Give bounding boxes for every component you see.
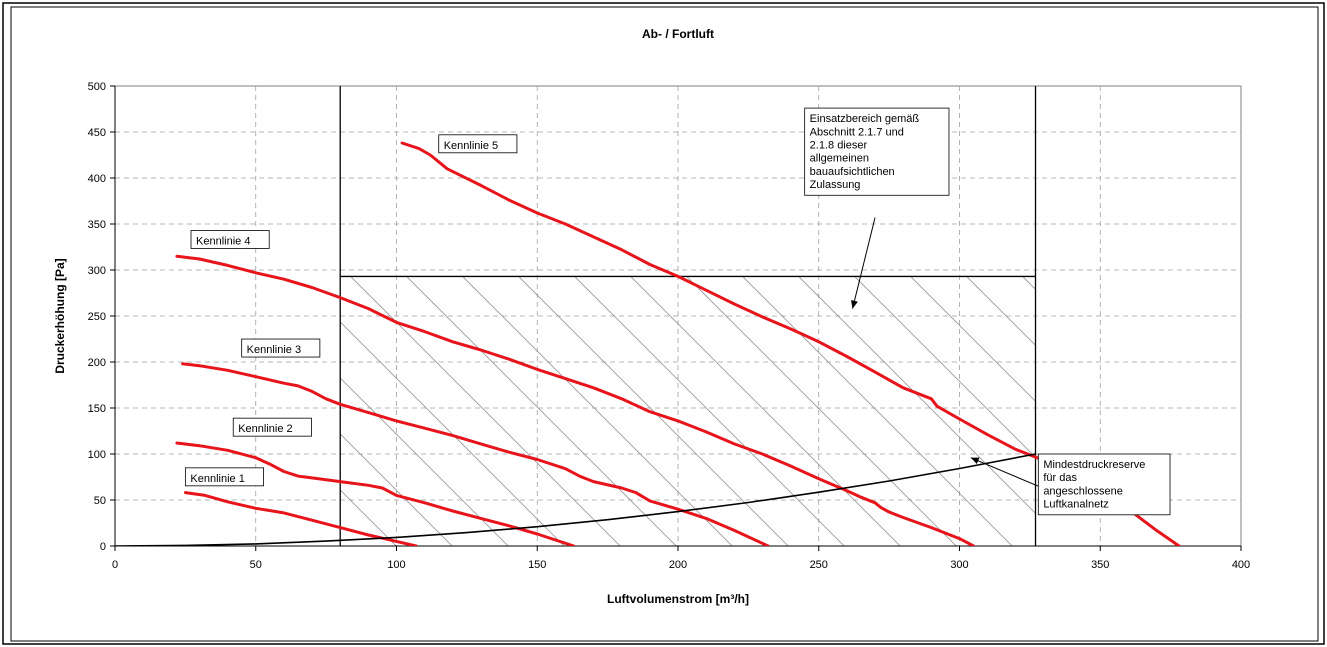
ticks-layer: 0 50 100 150 200 250 300 350 400 0 50 100 150 200 250 3… [88, 81, 1251, 571]
annotation-text-line: 2.1.8 dieser [810, 139, 868, 151]
annotation-arrow-line [852, 217, 876, 309]
x-tick-label: 50 [250, 559, 262, 571]
hatch-line [686, 276, 957, 546]
annotation-box [804, 107, 950, 196]
series-label: Kennlinie 2 [238, 423, 292, 435]
series-line-kennlinie-2 [175, 441, 576, 546]
x-tick-label: 0 [112, 559, 118, 571]
x-tick-label: 350 [1091, 559, 1109, 571]
series-line-mindestdruckreserve [115, 453, 1037, 546]
series-label-box [232, 417, 312, 437]
series-label-box [241, 338, 321, 358]
grid-layer [115, 86, 1241, 546]
hatch-line [854, 276, 1036, 458]
x-tick-label: 100 [387, 559, 405, 571]
x-tick-label: 300 [950, 559, 968, 571]
annotation-text-line: Luftkanalnetz [1043, 499, 1108, 511]
hatch-line [742, 276, 1013, 546]
annotation-text-line: Einsatzbereich gemäß [810, 113, 920, 125]
y-tick-label: 450 [88, 127, 106, 139]
y-tick-label: 300 [88, 265, 106, 277]
y-tick-label: 250 [88, 311, 106, 323]
series-line-kennlinie-3 [181, 362, 770, 546]
annotation-text-line: Zulassung [810, 179, 861, 191]
annotation-text-line: für das [1043, 472, 1077, 484]
series-label-box [184, 467, 264, 487]
series-label: Kennlinie 3 [247, 344, 301, 356]
hatch-line [340, 321, 565, 546]
y-tick-label: 150 [88, 403, 106, 415]
annotation-text-line: allgemeinen [810, 153, 869, 165]
annotation-arrow-line [970, 457, 1039, 487]
hatch-line [518, 276, 789, 546]
hatch-line [462, 276, 733, 546]
hatch-line [966, 276, 1036, 346]
series-label: Kennlinie 5 [444, 140, 498, 152]
x-tick-label: 400 [1232, 559, 1250, 571]
annotation-text-line: Abschnitt 2.1.7 und [810, 126, 904, 138]
series-label-box [438, 134, 518, 154]
y-tick-label: 200 [88, 357, 106, 369]
annotation-box [1037, 453, 1171, 516]
x-axis-title: Luftvolumenstrom [m³/h] [607, 592, 749, 606]
annotation-arrowhead [970, 457, 980, 465]
annotation-text: Einsatzbereich gemäß Abschnitt 2.1.7 und 2… [810, 113, 920, 191]
x-tick-label: 150 [528, 559, 546, 571]
annotation-arrowhead [851, 300, 858, 309]
hatch-line [798, 276, 1036, 514]
hatch-line [574, 276, 845, 546]
y-axis-title: Druckerhöhung [Pa] [53, 258, 67, 373]
hatch-line [340, 377, 509, 546]
hatch-line [910, 276, 1036, 402]
x-tick-label: 200 [669, 559, 687, 571]
y-tick-label: 50 [94, 495, 106, 507]
x-tick-label: 250 [810, 559, 828, 571]
annotation-text: Mindestdruckreserve für das angeschlossene… [1043, 459, 1145, 511]
annotation-text-line: Mindestdruckreserve [1043, 459, 1145, 471]
y-tick-label: 350 [88, 219, 106, 231]
annotation-text-line: angeschlossene [1043, 485, 1123, 497]
series-line-kennlinie-4 [175, 254, 976, 546]
annotation-text-line: bauaufsichtlichen [810, 166, 895, 178]
y-tick-label: 400 [88, 173, 106, 185]
series-labels: Kennlinie 1 Kennlinie 2 Kennlinie 3 Kennlin… [184, 134, 518, 487]
hatch-line [340, 433, 453, 546]
series-label: Kennlinie 4 [196, 235, 250, 247]
annotations: Einsatzbereich gemäß Abschnitt 2.1.7 und 2… [804, 107, 1171, 516]
series-label: Kennlinie 1 [190, 473, 244, 485]
hatch-line [630, 276, 901, 546]
hatch-line [406, 276, 677, 546]
y-tick-label: 500 [88, 81, 106, 93]
y-tick-label: 100 [88, 449, 106, 461]
hatch-line [340, 489, 397, 546]
chart-title: Ab- / Fortluft [642, 27, 714, 41]
chart-area-frame [10, 6, 1319, 642]
y-tick-label: 0 [100, 541, 106, 553]
operating-range [339, 86, 1037, 546]
series-label-box [190, 230, 270, 249]
